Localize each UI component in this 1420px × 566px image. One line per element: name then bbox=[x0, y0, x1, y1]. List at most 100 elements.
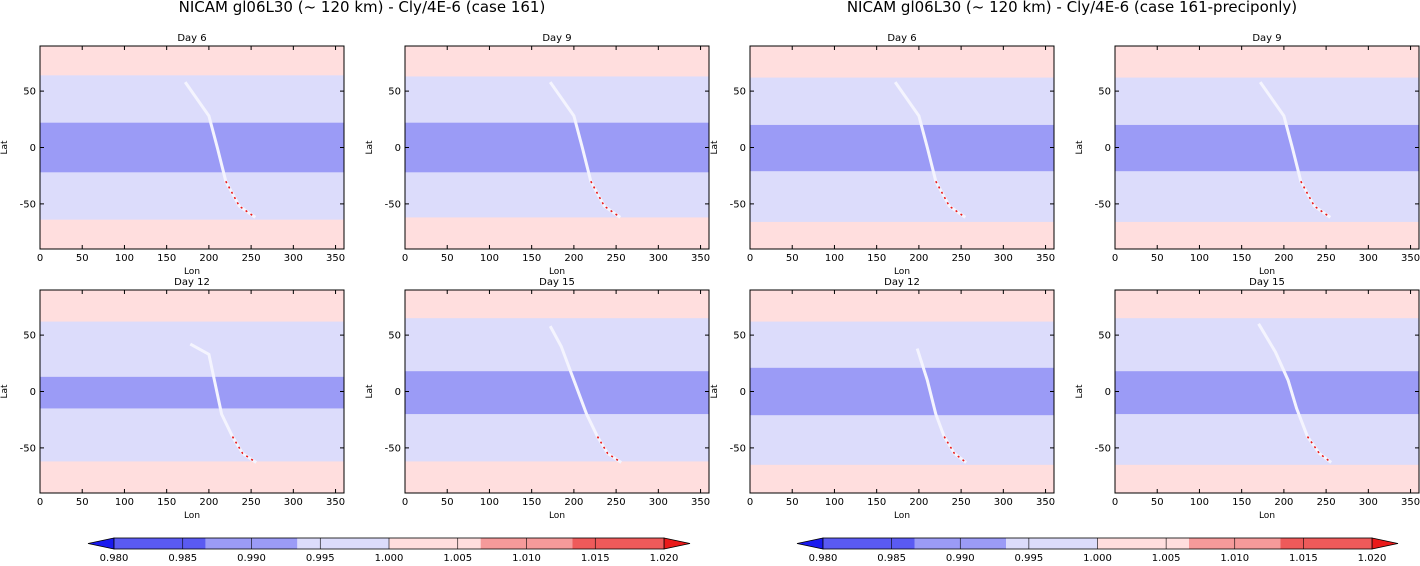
x-tick-label: 100 bbox=[480, 253, 499, 264]
y-axis-label: Lat bbox=[710, 384, 720, 399]
y-tick-label: 0 bbox=[1105, 387, 1111, 398]
panel-left-4: Day 15 0 50 100 150 200 250 300 350 -50 0 50 Lon Lat bbox=[365, 277, 710, 521]
x-tick-label: 100 bbox=[1190, 253, 1209, 264]
x-tick-label: 350 bbox=[1401, 253, 1420, 264]
filament-core bbox=[1257, 323, 1333, 464]
x-tick-label: 350 bbox=[1401, 497, 1420, 508]
colorbar-tick-label: 1.015 bbox=[1289, 553, 1318, 562]
x-tick-label: 0 bbox=[402, 253, 408, 264]
x-tick-label: 100 bbox=[480, 497, 499, 508]
field-band bbox=[405, 371, 709, 415]
x-tick-label: 250 bbox=[607, 253, 626, 264]
x-tick-label: 250 bbox=[1317, 497, 1336, 508]
y-tick-label: -50 bbox=[730, 199, 746, 210]
x-tick-label: 50 bbox=[76, 253, 89, 264]
x-tick-label: 200 bbox=[1274, 253, 1293, 264]
y-tick-label: -50 bbox=[385, 199, 401, 210]
y-tick-label: 0 bbox=[395, 143, 401, 154]
x-tick-label: 350 bbox=[1036, 497, 1055, 508]
y-tick-label: 50 bbox=[1098, 87, 1111, 98]
x-tick-label: 350 bbox=[691, 497, 710, 508]
y-tick-label: -50 bbox=[20, 199, 36, 210]
x-tick-label: 100 bbox=[115, 253, 134, 264]
filament-highs bbox=[231, 436, 257, 464]
field-band bbox=[40, 376, 344, 409]
panel-right-4: Day 15 0 50 100 150 200 250 300 350 -50 0 50 Lon Lat bbox=[1075, 277, 1420, 521]
x-tick-label: 100 bbox=[115, 497, 134, 508]
y-tick-label: 0 bbox=[30, 387, 36, 398]
x-tick-label: 150 bbox=[522, 253, 541, 264]
x-tick-label: 300 bbox=[284, 497, 303, 508]
panel-title: Day 6 bbox=[887, 33, 916, 44]
y-axis-label: Lat bbox=[365, 140, 375, 155]
y-tick-label: 0 bbox=[1105, 143, 1111, 154]
x-axis-label: Lon bbox=[184, 511, 200, 521]
x-tick-label: 200 bbox=[564, 497, 583, 508]
x-tick-label: 0 bbox=[37, 253, 43, 264]
panel-left-1: Day 6 0 50 100 150 200 250 300 350 -50 0 50 Lon Lat bbox=[0, 33, 345, 277]
x-tick-label: 200 bbox=[564, 253, 583, 264]
panel-right-2: Day 9 0 50 100 150 200 250 300 350 -50 0 50 Lon Lat bbox=[1075, 33, 1420, 277]
y-tick-label: 50 bbox=[733, 331, 746, 342]
colorbar-tick-label: 1.020 bbox=[650, 553, 679, 562]
x-tick-label: 0 bbox=[37, 497, 43, 508]
colorbar-bin bbox=[1280, 538, 1372, 549]
colorbar-tick-label: 0.980 bbox=[100, 553, 129, 562]
y-tick-label: 0 bbox=[395, 387, 401, 398]
y-tick-label: -50 bbox=[20, 443, 36, 454]
y-axis-label: Lat bbox=[365, 384, 375, 399]
y-tick-label: -50 bbox=[1095, 199, 1111, 210]
panel-left-2: Day 9 0 50 100 150 200 250 300 350 -50 0 50 Lon Lat bbox=[365, 33, 710, 277]
x-tick-label: 50 bbox=[441, 497, 454, 508]
x-tick-label: 250 bbox=[1317, 253, 1336, 264]
x-tick-label: 0 bbox=[747, 253, 753, 264]
x-tick-label: 300 bbox=[649, 253, 668, 264]
filament-highs bbox=[943, 436, 967, 464]
x-axis-label: Lon bbox=[1259, 511, 1275, 521]
colorbar-tick-label: 1.000 bbox=[375, 553, 404, 562]
x-tick-label: 200 bbox=[199, 253, 218, 264]
y-axis-label: Lat bbox=[0, 140, 10, 155]
x-tick-label: 150 bbox=[1232, 497, 1251, 508]
colorbar-tick-label: 0.995 bbox=[1015, 553, 1044, 562]
x-tick-label: 250 bbox=[952, 497, 971, 508]
x-tick-label: 150 bbox=[867, 253, 886, 264]
colorbar-bin bbox=[1006, 538, 1098, 549]
x-tick-label: 200 bbox=[1274, 497, 1293, 508]
x-tick-label: 250 bbox=[242, 497, 261, 508]
x-tick-label: 150 bbox=[867, 497, 886, 508]
colorbar-tick-label: 1.015 bbox=[581, 553, 610, 562]
y-axis-label: Lat bbox=[0, 384, 10, 399]
colorbar-bin bbox=[389, 538, 481, 549]
panel-title: Day 9 bbox=[1252, 33, 1281, 44]
x-tick-label: 50 bbox=[786, 497, 799, 508]
x-tick-label: 50 bbox=[1151, 497, 1164, 508]
panel-right-3: Day 12 0 50 100 150 200 250 300 350 -50 0 50 Lon Lat bbox=[710, 277, 1055, 521]
filament-highs bbox=[1306, 436, 1332, 464]
colorbar-tick-label: 0.980 bbox=[809, 553, 838, 562]
colorbar-tick-label: 1.005 bbox=[443, 553, 472, 562]
panel-title: Day 6 bbox=[177, 33, 206, 44]
x-tick-label: 0 bbox=[1112, 253, 1118, 264]
y-axis-label: Lat bbox=[710, 140, 720, 155]
colorbar-bin bbox=[823, 538, 915, 549]
x-axis-label: Lon bbox=[549, 511, 565, 521]
colorbar-bin bbox=[114, 538, 206, 549]
colorbar-tick-label: 0.995 bbox=[306, 553, 335, 562]
x-tick-label: 350 bbox=[326, 253, 345, 264]
y-tick-label: 0 bbox=[740, 143, 746, 154]
y-axis-label: Lat bbox=[1075, 384, 1085, 399]
x-tick-label: 350 bbox=[691, 253, 710, 264]
panel-right-1: Day 6 0 50 100 150 200 250 300 350 -50 0 50 Lon Lat bbox=[710, 33, 1055, 277]
y-tick-label: 50 bbox=[1098, 331, 1111, 342]
panel-title: Day 15 bbox=[1249, 277, 1285, 288]
colorbar-extend-low bbox=[796, 537, 824, 550]
y-tick-label: 50 bbox=[733, 87, 746, 98]
colorbar-tick-label: 0.990 bbox=[946, 553, 975, 562]
x-axis-label: Lon bbox=[1259, 267, 1275, 277]
colorbar-tick-label: 1.005 bbox=[1152, 553, 1181, 562]
x-tick-label: 300 bbox=[994, 497, 1013, 508]
x-tick-label: 50 bbox=[786, 253, 799, 264]
x-tick-label: 150 bbox=[522, 497, 541, 508]
